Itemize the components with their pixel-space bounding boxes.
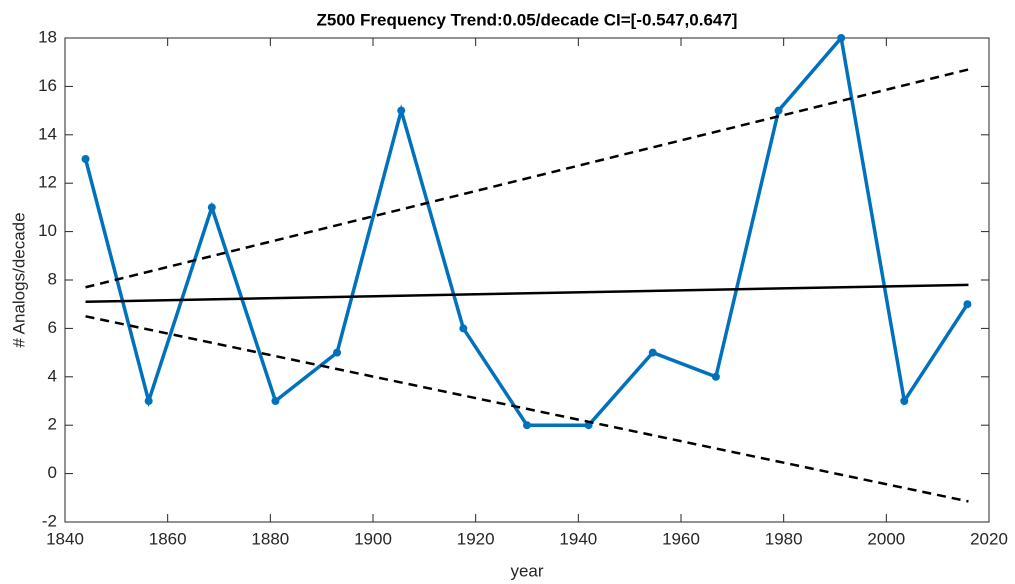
marker xyxy=(963,300,972,309)
trend-line xyxy=(85,283,969,304)
y-axis-label: # Analogs/decade xyxy=(9,212,28,347)
y-tick-label: 6 xyxy=(48,318,57,337)
x-tick-label: 1920 xyxy=(457,529,495,548)
y-tick-label: 18 xyxy=(38,27,57,46)
ci-line xyxy=(85,315,969,503)
x-tick-label: 1840 xyxy=(46,529,84,548)
x-tick-label: 1960 xyxy=(662,529,700,548)
ci-line xyxy=(85,68,969,289)
x-tick-label: 1980 xyxy=(765,529,803,548)
x-axis-label: year xyxy=(510,561,543,580)
marker xyxy=(397,106,406,115)
y-tick-label: 12 xyxy=(38,173,57,192)
marker xyxy=(333,348,342,357)
x-tick-label: 2020 xyxy=(970,529,1008,548)
marker xyxy=(459,324,468,333)
marker xyxy=(900,397,909,405)
y-tick-label: 2 xyxy=(48,415,57,434)
y-tick-label: 8 xyxy=(48,269,57,288)
x-tick-label: 2000 xyxy=(867,529,905,548)
x-tick-label: 1900 xyxy=(354,529,392,548)
x-tick-label: 1880 xyxy=(251,529,289,548)
marker xyxy=(837,34,846,42)
marker xyxy=(774,106,783,115)
y-tick-label: 14 xyxy=(38,124,57,143)
marker xyxy=(207,203,216,212)
y-tick-label: 4 xyxy=(48,366,57,385)
x-tick-label: 1860 xyxy=(149,529,187,548)
y-tick-label: -2 xyxy=(42,511,57,530)
x-tick-label: 1940 xyxy=(559,529,597,548)
marker xyxy=(81,155,90,163)
marker xyxy=(271,397,280,405)
y-tick-label: 10 xyxy=(38,221,57,240)
marker xyxy=(648,348,657,357)
marker xyxy=(711,372,720,381)
marker xyxy=(144,397,153,405)
y-tick-label: 16 xyxy=(38,76,57,95)
chart-title: Z500 Frequency Trend:0.05/decade CI=[-0.… xyxy=(317,10,738,29)
y-tick-label: 0 xyxy=(48,463,57,482)
marker xyxy=(523,421,531,430)
